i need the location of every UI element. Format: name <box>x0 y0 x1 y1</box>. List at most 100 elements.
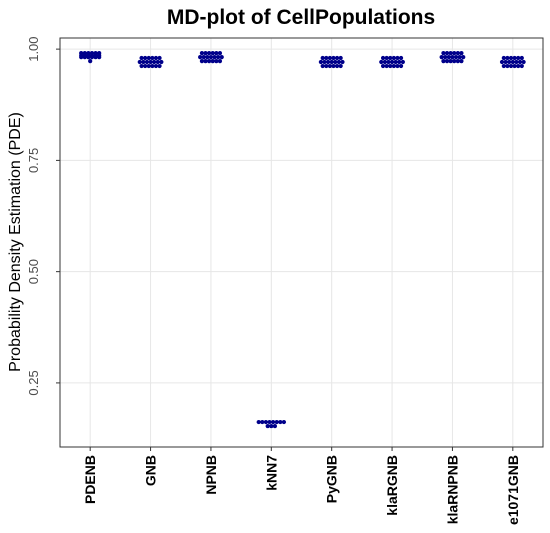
dot <box>382 59 387 65</box>
dot <box>320 55 325 61</box>
x-tick-label: GNB <box>143 455 159 486</box>
dot <box>448 51 453 56</box>
dot <box>499 59 505 65</box>
dot <box>380 63 386 69</box>
dot <box>153 55 159 61</box>
dot <box>139 63 144 69</box>
dot <box>501 55 506 61</box>
dot <box>450 55 455 60</box>
dot <box>325 59 331 65</box>
dot <box>203 59 208 64</box>
y-tick-label: 0.75 <box>26 148 41 173</box>
dot <box>146 63 151 69</box>
dot <box>461 55 466 60</box>
dot <box>384 63 389 69</box>
dot <box>444 59 450 64</box>
dot <box>340 59 345 65</box>
dot <box>153 63 159 69</box>
dot <box>508 63 514 69</box>
dot <box>334 63 340 69</box>
dot <box>207 59 212 64</box>
dot <box>395 55 400 61</box>
dot <box>389 59 395 65</box>
dot <box>217 51 223 56</box>
x-tick-label: kNN7 <box>263 455 279 491</box>
dot <box>267 419 272 425</box>
dot <box>441 59 446 64</box>
dot <box>510 59 515 65</box>
dot <box>159 59 164 65</box>
dot <box>212 55 217 60</box>
dot <box>448 59 453 64</box>
dot <box>338 63 343 69</box>
dot <box>198 55 203 60</box>
dot <box>199 51 205 56</box>
dot <box>329 59 334 65</box>
dot <box>152 59 157 65</box>
dot <box>336 59 341 65</box>
dot <box>397 59 402 65</box>
dot <box>82 55 87 60</box>
dot <box>391 55 396 61</box>
dot <box>155 59 160 65</box>
dot <box>150 63 155 69</box>
dot <box>278 419 283 425</box>
dot <box>281 419 287 425</box>
dot <box>201 55 206 60</box>
dot <box>457 55 462 60</box>
dot <box>141 59 146 65</box>
dot <box>324 55 329 61</box>
x-tick-label: NPNB <box>203 455 219 495</box>
dot <box>217 59 223 64</box>
dot <box>327 63 332 69</box>
dot <box>455 59 460 64</box>
dot <box>384 55 389 61</box>
x-tick-label: PDENB <box>82 455 98 504</box>
plot-border <box>59 37 544 448</box>
dot <box>338 55 343 61</box>
dot <box>139 55 144 61</box>
dot <box>320 63 325 69</box>
dot <box>395 63 400 69</box>
dot <box>265 423 270 429</box>
dot <box>331 63 336 69</box>
dot <box>507 59 512 65</box>
dot <box>214 59 219 64</box>
dot <box>441 51 446 56</box>
dot <box>216 55 221 60</box>
dot <box>398 63 404 69</box>
dot <box>519 63 524 69</box>
dot <box>203 51 208 56</box>
dot <box>144 59 150 65</box>
dot <box>210 51 215 56</box>
dot <box>318 59 323 65</box>
x-tick-label: klaRNPNB <box>444 455 460 524</box>
dot <box>521 59 526 65</box>
dot <box>334 55 340 61</box>
y-axis-label: Probability Density Estimation (PDE) <box>7 112 24 372</box>
dot <box>400 59 405 65</box>
dot <box>86 55 91 60</box>
dot <box>207 51 212 56</box>
dot <box>256 419 261 425</box>
dot <box>512 55 517 61</box>
dot <box>512 63 517 69</box>
dot <box>272 423 278 429</box>
y-tick-label: 0.25 <box>26 370 41 395</box>
dot <box>150 55 155 61</box>
x-tick-label: e1071GNB <box>505 455 521 525</box>
chart-title: MD-plot of CellPopulations <box>167 6 435 29</box>
dot <box>269 423 274 429</box>
dot <box>379 59 384 65</box>
dot <box>260 419 265 425</box>
dot <box>505 55 510 61</box>
dot <box>455 51 460 56</box>
dot <box>88 59 93 64</box>
dot <box>148 59 153 65</box>
dot <box>444 51 450 56</box>
dot <box>393 59 398 65</box>
dot <box>205 55 210 60</box>
dot <box>146 55 151 61</box>
dot <box>324 63 329 69</box>
